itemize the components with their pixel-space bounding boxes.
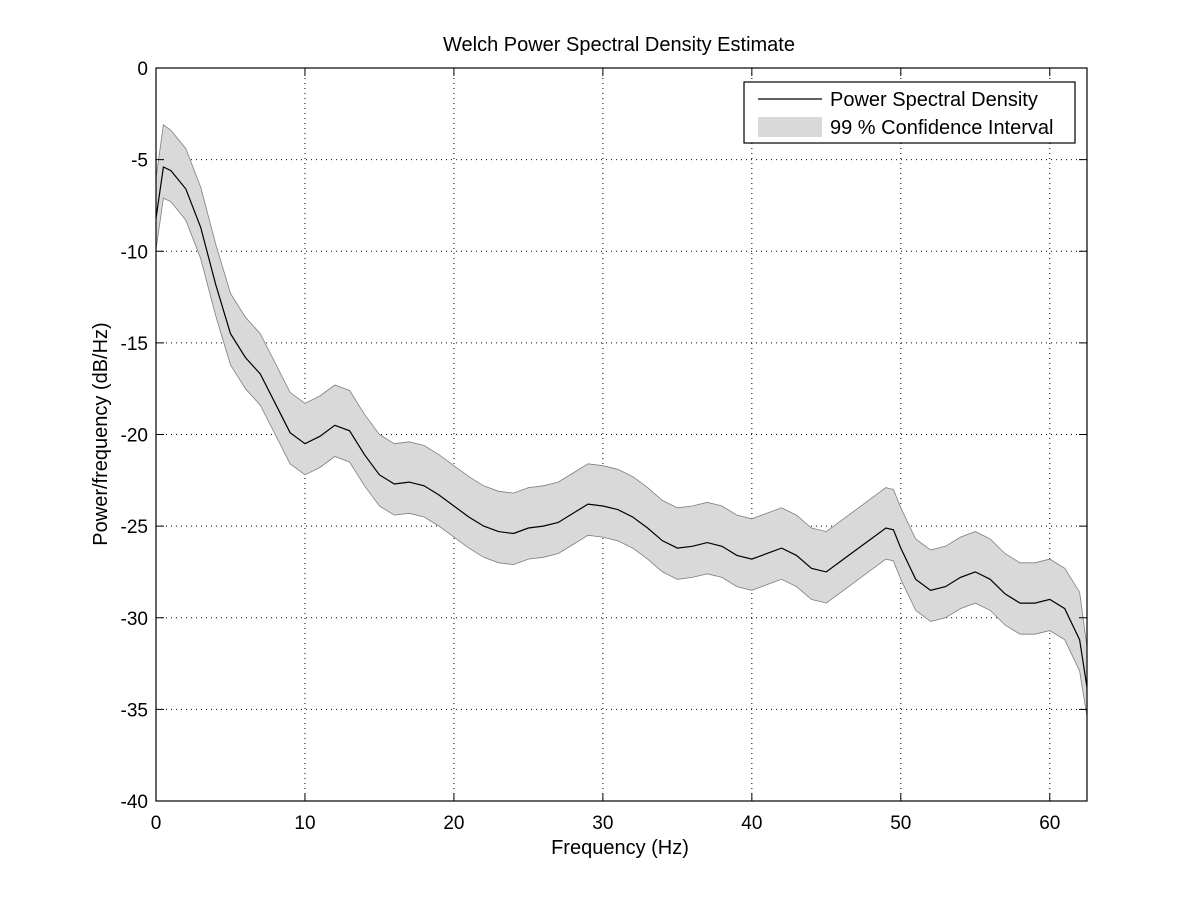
y-tick-label: -30	[121, 609, 148, 630]
plot-area	[155, 67, 1088, 802]
legend-label-psd: Power Spectral Density	[830, 89, 1038, 111]
x-tick-labels: 0 10 20 30 40 50 60	[151, 813, 1061, 834]
y-tick-label: -10	[121, 242, 148, 263]
x-tick-label: 30	[592, 813, 613, 834]
x-tick-label: 0	[151, 813, 162, 834]
legend-band-swatch	[758, 117, 822, 137]
x-axis-label: Frequency (Hz)	[551, 837, 689, 859]
chart-title: Welch Power Spectral Density Estimate	[443, 34, 795, 56]
y-tick-label: -35	[121, 700, 148, 721]
psd-line	[155, 166, 1088, 688]
y-axis-label: Power/frequency (dB/Hz)	[90, 322, 112, 545]
x-tick-label: 10	[294, 813, 315, 834]
y-tick-label: -25	[121, 517, 148, 538]
y-tick-label: -40	[121, 792, 148, 813]
axis-ticks	[155, 67, 1087, 802]
legend: Power Spectral Density 99 % Confidence I…	[743, 81, 1076, 144]
x-tick-label: 60	[1039, 813, 1060, 834]
x-tick-label: 20	[443, 813, 464, 834]
x-tick-label: 40	[741, 813, 762, 834]
x-tick-label: 50	[890, 813, 911, 834]
y-tick-label: -15	[121, 334, 148, 355]
psd-series	[155, 166, 1088, 688]
y-tick-labels: 0 -5 -10 -15 -20 -25 -30 -35 -40	[121, 59, 148, 813]
y-tick-label: -20	[121, 426, 148, 447]
y-tick-label: -5	[131, 151, 148, 172]
y-tick-label: 0	[137, 59, 148, 80]
legend-label-ci: 99 % Confidence Interval	[830, 117, 1053, 139]
